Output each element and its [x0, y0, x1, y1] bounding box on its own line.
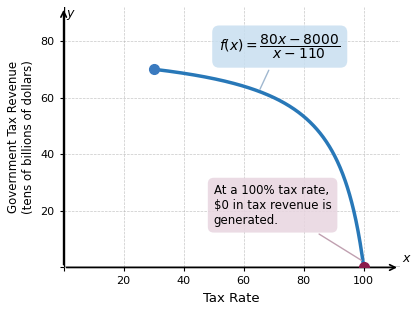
- Text: x: x: [403, 252, 410, 265]
- Y-axis label: Government Tax Revenue
(tens of billions of dollars): Government Tax Revenue (tens of billions…: [7, 60, 35, 214]
- Text: $f(x) = \dfrac{80x - 8000}{x - 110}$: $f(x) = \dfrac{80x - 8000}{x - 110}$: [219, 32, 340, 89]
- X-axis label: Tax Rate: Tax Rate: [203, 292, 260, 305]
- Text: At a 100% tax rate,
$0 in tax revenue is
generated.: At a 100% tax rate, $0 in tax revenue is…: [214, 184, 362, 260]
- Text: y: y: [67, 7, 74, 20]
